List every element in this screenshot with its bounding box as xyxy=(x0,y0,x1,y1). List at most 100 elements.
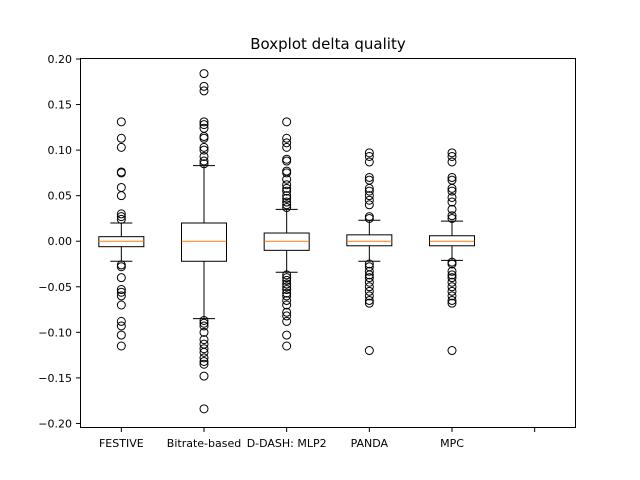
outlier-point xyxy=(447,192,457,202)
outlier-point xyxy=(199,145,209,155)
axes-layer: 0.20 0.15 0.10 0.05 0.00 −0.05 −0.10 −0.15 −0.20… xyxy=(38,53,536,450)
outlier-point xyxy=(447,282,457,292)
outlier-point xyxy=(364,291,374,301)
outlier-point xyxy=(199,347,209,357)
outlier-point xyxy=(116,330,126,340)
outlier-point xyxy=(447,151,457,161)
y-tick-label: −0.05 xyxy=(38,281,72,294)
outlier-point xyxy=(447,172,457,182)
outlier-point xyxy=(364,151,374,161)
y-tick-label: 0.10 xyxy=(48,144,73,157)
outlier-point xyxy=(116,209,126,219)
x-tick-label: PANDA xyxy=(351,437,389,450)
outlier-point xyxy=(282,273,292,283)
box-group-panda xyxy=(346,148,393,356)
outlier-point xyxy=(447,183,457,193)
outlier-point xyxy=(116,321,126,331)
y-tick-label: 0.15 xyxy=(48,99,73,112)
box-group-bitrate-based xyxy=(181,69,227,414)
outlier-point xyxy=(282,307,292,317)
outlier-point xyxy=(447,291,457,301)
outlier-point xyxy=(282,174,292,184)
outlier-point xyxy=(447,298,457,308)
outlier-point xyxy=(364,259,374,269)
outlier-point xyxy=(199,120,209,130)
outlier-point xyxy=(116,214,126,224)
outlier-point xyxy=(447,346,457,356)
outlier-point xyxy=(447,286,457,296)
outlier-point xyxy=(116,117,126,127)
outlier-point xyxy=(447,277,457,287)
outlier-point xyxy=(282,117,292,127)
outlier-point xyxy=(282,288,292,298)
outlier-point xyxy=(282,180,292,190)
x-tick-label: FESTIVE xyxy=(99,437,144,450)
outlier-point xyxy=(282,282,292,292)
outlier-point xyxy=(282,183,292,193)
y-tick-label: −0.20 xyxy=(38,417,72,430)
outlier-point xyxy=(282,142,292,152)
outlier-point xyxy=(116,168,126,178)
y-tick-label: −0.15 xyxy=(38,372,72,385)
outlier-point xyxy=(282,186,292,196)
outlier-point xyxy=(364,298,374,308)
outlier-point xyxy=(364,282,374,292)
y-tick-label: 0.20 xyxy=(48,53,73,66)
outlier-point xyxy=(364,277,374,287)
outlier-point xyxy=(282,311,292,321)
outlier-point xyxy=(199,359,209,369)
outlier-point xyxy=(364,157,374,167)
outlier-point xyxy=(199,156,209,166)
outlier-point xyxy=(282,330,292,340)
outlier-point xyxy=(199,315,209,325)
outlier-point xyxy=(199,353,209,363)
outlier-point xyxy=(282,279,292,289)
outlier-point xyxy=(282,316,292,326)
outlier-point xyxy=(364,270,374,280)
outlier-point xyxy=(282,197,292,207)
outlier-point xyxy=(364,266,374,276)
outlier-point xyxy=(199,142,209,152)
outlier-point xyxy=(199,117,209,127)
outlier-point xyxy=(199,86,209,96)
outlier-point xyxy=(364,346,374,356)
outlier-point xyxy=(447,204,457,214)
outlier-point xyxy=(364,200,374,210)
iqr-box xyxy=(346,234,393,247)
plot-frame xyxy=(80,58,576,428)
outlier-point xyxy=(282,291,292,301)
outlier-point xyxy=(282,156,292,166)
outlier-point xyxy=(199,356,209,366)
outlier-point xyxy=(447,295,457,305)
outlier-point xyxy=(282,168,292,178)
outlier-point xyxy=(364,172,374,182)
outlier-point xyxy=(447,213,457,223)
outlier-point xyxy=(364,186,374,196)
outlier-point xyxy=(116,273,126,283)
outlier-point xyxy=(282,191,292,201)
outlier-point xyxy=(116,212,126,222)
outlier-point xyxy=(282,193,292,203)
outlier-point xyxy=(447,259,457,269)
outlier-point xyxy=(447,266,457,276)
outlier-point xyxy=(199,81,209,91)
outlier-point xyxy=(282,300,292,310)
x-tick-label: Bitrate-based xyxy=(167,437,241,450)
outlier-point xyxy=(447,157,457,167)
outlier-point xyxy=(282,133,292,143)
outlier-point xyxy=(282,341,292,351)
outlier-point xyxy=(199,344,209,354)
outlier-point xyxy=(116,341,126,351)
outlier-point xyxy=(116,291,126,301)
outlier-point xyxy=(447,197,457,207)
outlier-point xyxy=(364,195,374,205)
outlier-point xyxy=(447,148,457,158)
outlier-point xyxy=(364,213,374,223)
box-group-d-dash-mlp2 xyxy=(263,117,310,351)
x-tick-label: MPC xyxy=(440,437,464,450)
outlier-point xyxy=(282,275,292,285)
iqr-box xyxy=(181,222,227,262)
y-tick-label: −0.10 xyxy=(38,326,72,339)
outlier-point xyxy=(199,335,209,345)
